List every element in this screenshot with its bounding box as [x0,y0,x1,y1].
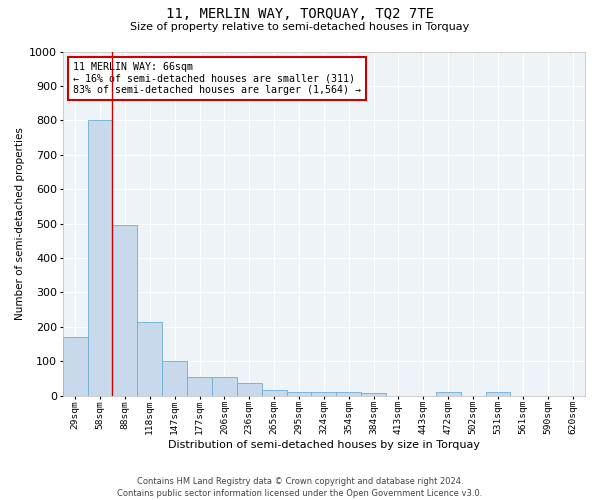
Bar [287,392,311,396]
Bar [237,383,262,396]
Bar [336,392,361,396]
Bar [187,377,212,396]
Bar [262,390,287,396]
Bar [162,362,187,396]
Text: 11 MERLIN WAY: 66sqm
← 16% of semi-detached houses are smaller (311)
83% of semi: 11 MERLIN WAY: 66sqm ← 16% of semi-detac… [73,62,361,95]
Bar [212,377,237,396]
Bar [361,392,386,396]
Bar [112,226,137,396]
Bar [137,322,162,396]
Text: Contains HM Land Registry data © Crown copyright and database right 2024.
Contai: Contains HM Land Registry data © Crown c… [118,476,482,498]
Text: 11, MERLIN WAY, TORQUAY, TQ2 7TE: 11, MERLIN WAY, TORQUAY, TQ2 7TE [166,8,434,22]
Bar [88,120,112,396]
Bar [485,392,511,396]
X-axis label: Distribution of semi-detached houses by size in Torquay: Distribution of semi-detached houses by … [168,440,480,450]
Bar [311,392,336,396]
Y-axis label: Number of semi-detached properties: Number of semi-detached properties [15,127,25,320]
Bar [436,392,461,396]
Text: Size of property relative to semi-detached houses in Torquay: Size of property relative to semi-detach… [130,22,470,32]
Bar [63,338,88,396]
